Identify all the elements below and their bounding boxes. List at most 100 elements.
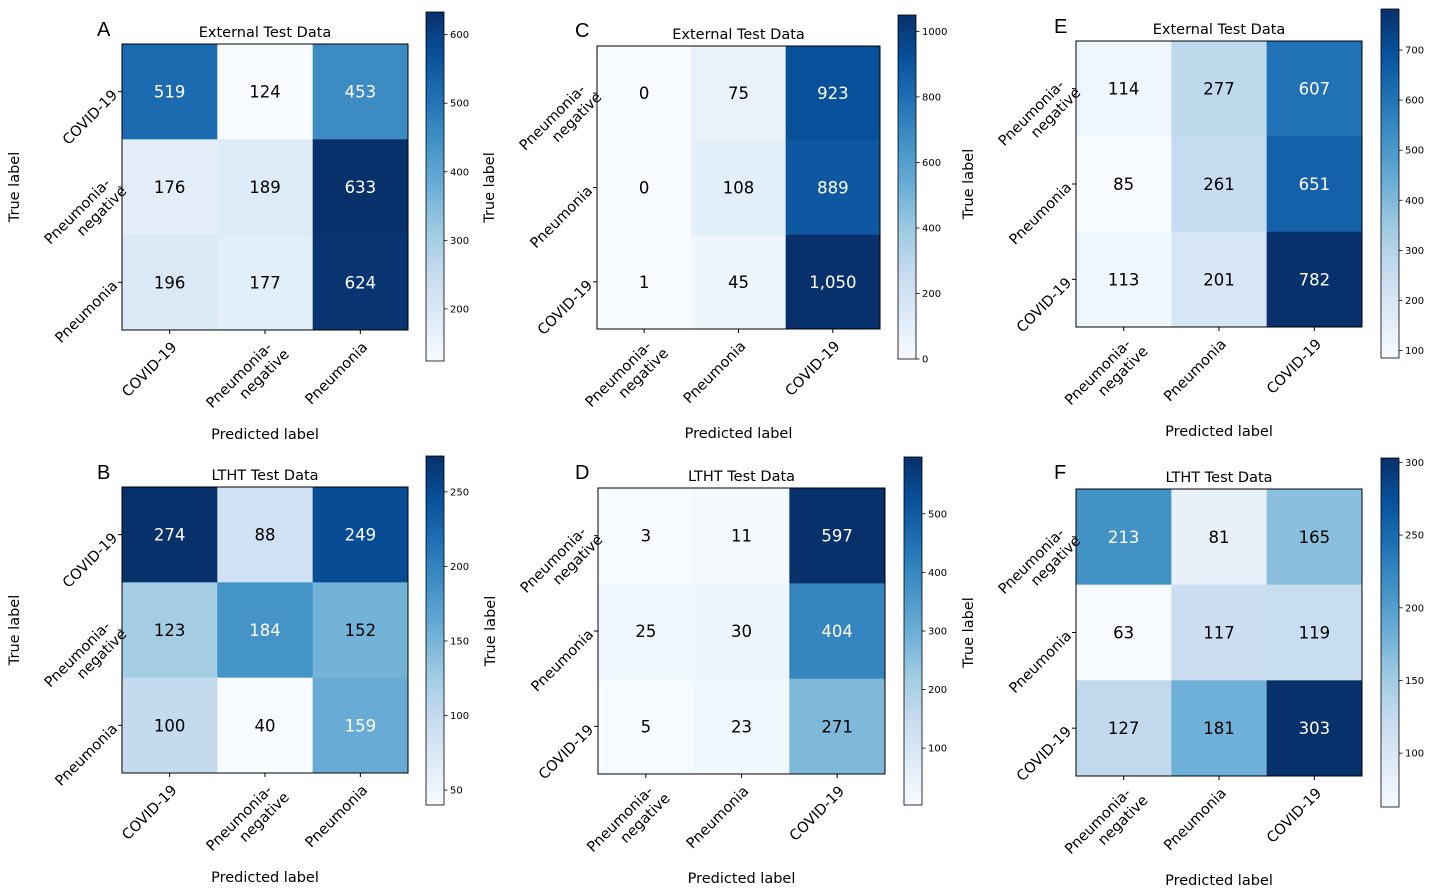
panel-b-xlabel: Predicted label [211, 870, 319, 886]
panel-b-colorbar-tick-label-200: 200 [450, 562, 469, 573]
panel-e-colorbar-tick-label-300: 300 [1405, 246, 1424, 257]
panel-a-colorbar-tick-label-500: 500 [450, 99, 469, 110]
panel-a-cell-1-1-label: 189 [249, 178, 281, 197]
panel-e-ylabel: True label [961, 149, 977, 220]
panel-b-xtick-label-pneumonia-negative: Pneumonia-negative [204, 778, 293, 867]
panel-a-cell-0-1-label: 124 [249, 83, 281, 102]
panel-a-cell-2-0-label: 196 [154, 273, 186, 292]
panel-a-cell-1-0 [122, 139, 218, 236]
panel-b-ytick-label-pneumonia-negative: Pneumonia-negative [42, 614, 131, 703]
panel-c-cell-2-2 [785, 234, 881, 330]
panel-c-cell-1-0 [597, 140, 692, 236]
panel-f-cell-1-1 [1171, 584, 1268, 681]
panel-d-cell-1-0 [598, 583, 695, 680]
panel-f-cell-0-1 [1171, 489, 1268, 586]
panel-f-ylabel: True label [961, 597, 977, 668]
panel-d-cell-2-2-label: 271 [821, 717, 853, 736]
panel-a-title: External Test Data [199, 25, 332, 41]
panel-e-cell-2-0-label: 113 [1108, 270, 1140, 289]
panel-b: B LTHT Test Data 274 88 249 123 184 152 100 40 159… [7, 455, 469, 886]
panel-a-xtick-label-covid-19: COVID-19 [119, 340, 180, 401]
panel-c-title: External Test Data [672, 27, 805, 43]
panel-e-cell-2-0 [1076, 231, 1172, 328]
panel-e-cell-0-0-label: 114 [1108, 80, 1140, 99]
panel-e-ytick-label-covid-19: COVID-19 [1014, 275, 1075, 336]
panel-d-colorbar-tick-label-200: 200 [928, 685, 947, 696]
panel-c-ytick-label-covid-19: COVID-19 [535, 278, 596, 339]
panel-d-cell-2-2 [789, 678, 886, 775]
panel-d-colorbar-tick-label-400: 400 [928, 568, 947, 579]
panel-b-cell-2-1-label: 40 [255, 716, 276, 735]
panel-f-cell-0-0-label: 213 [1108, 528, 1140, 547]
panel-d-cell-0-1 [693, 488, 790, 584]
panel-d-cell-0-1-label: 11 [731, 527, 752, 546]
panel-e-cell-1-2-label: 651 [1299, 175, 1331, 194]
panel-a: A External Test Data 519 124 453 176 189 633 196… [7, 11, 469, 443]
panel-d-ylabel: True label [483, 596, 499, 667]
panel-d-ytick-label-pneumonia: Pneumonia [529, 627, 598, 696]
panel-e-cell-2-2 [1266, 231, 1363, 328]
panel-c-cell-0-2 [785, 46, 881, 141]
panel-f-colorbar-tick-label-150: 150 [1405, 676, 1424, 687]
panel-a-letter: A [97, 19, 111, 41]
panel-b-cell-1-1-label: 184 [249, 621, 281, 640]
panel-f-cell-2-1-label: 181 [1203, 719, 1235, 738]
panel-e-cell-1-2 [1266, 136, 1363, 233]
panel-e-cell-0-1 [1171, 41, 1268, 137]
panel-e-cell-0-1-label: 277 [1203, 80, 1235, 99]
panel-c-cell-2-2-label: 1,050 [809, 273, 856, 292]
panel-c-cell-1-2 [785, 140, 881, 236]
panel-f-ytick-label-pneumonia-negative: Pneumonia-negative [996, 521, 1085, 610]
panel-a-xlabel: Predicted label [211, 427, 319, 443]
panel-e-colorbar-tick-label-200: 200 [1405, 296, 1424, 307]
panel-c-ytick-label-pneumonia: Pneumonia [528, 183, 597, 252]
panel-e: E External Test Data 114 277 607 85 261 651 113 2… [961, 8, 1424, 440]
panel-c-cell-0-1-label: 75 [728, 84, 749, 103]
panel-c-cell-1-0-label: 0 [639, 179, 650, 198]
panel-b-colorbar-tick-label-50: 50 [450, 786, 463, 797]
panel-e-colorbar-tick-label-600: 600 [1405, 96, 1424, 107]
panel-c-xtick-label-pneumonia: Pneumonia [681, 339, 750, 408]
panel-a-cell-1-2-label: 633 [345, 178, 377, 197]
panel-d-cell-0-0-label: 3 [641, 527, 652, 546]
panel-c-xtick-label-pneumonia-negative: Pneumonia-negative [583, 334, 672, 423]
panel-d-cell-1-0-label: 25 [635, 622, 656, 641]
panel-b-cell-2-0 [122, 677, 218, 774]
panel-d-colorbar [903, 456, 923, 806]
panel-b-cell-0-1 [217, 487, 314, 583]
panel-d-cell-1-2-label: 404 [821, 622, 853, 641]
panel-e-cell-0-2 [1266, 41, 1363, 137]
panel-d-cell-0-0 [598, 488, 695, 584]
panel-a-ytick-label-pneumonia-negative: Pneumonia-negative [42, 171, 131, 260]
panel-d-cell-2-0-label: 5 [641, 717, 652, 736]
panel-f-cell-0-2-label: 165 [1299, 528, 1331, 547]
panel-c-xtick-label-covid-19: COVID-19 [783, 339, 844, 400]
panel-a-cell-2-0 [122, 234, 218, 331]
panel-d-cell-2-1-label: 23 [731, 717, 752, 736]
panel-c-cell-0-0 [597, 46, 692, 141]
panel-b-letter: B [97, 462, 110, 484]
panel-b-ytick-label-covid-19: COVID-19 [60, 530, 121, 591]
panel-f-cell-1-2 [1266, 584, 1363, 681]
panel-e-cell-2-1-label: 201 [1203, 270, 1235, 289]
panel-e-colorbar-tick-label-400: 400 [1405, 196, 1424, 207]
panel-c-cell-0-2-label: 923 [817, 84, 849, 103]
panel-a-cell-0-0 [122, 44, 218, 140]
panel-e-xtick-label-pneumonia: Pneumonia [1161, 337, 1230, 406]
panel-c-cell-0-1 [691, 46, 787, 141]
panel-a-colorbar [425, 11, 445, 362]
panel-f-cell-2-0 [1076, 680, 1172, 777]
panel-c-cell-2-1-label: 45 [728, 273, 749, 292]
panel-d-colorbar-tick-label-300: 300 [928, 627, 947, 638]
panel-f-xtick-label-covid-19: COVID-19 [1264, 786, 1325, 847]
panel-c-cell-2-1 [691, 234, 787, 330]
panel-d-xtick-label-covid-19: COVID-19 [787, 784, 848, 845]
panel-a-colorbar-tick-label-300: 300 [450, 236, 469, 247]
panel-d-cell-0-2-label: 597 [821, 527, 853, 546]
panel-a-cell-2-2 [312, 234, 409, 331]
panel-a-cell-0-0-label: 519 [154, 83, 186, 102]
panel-d-cell-1-1 [693, 583, 790, 680]
panel-a-ylabel: True label [7, 152, 23, 223]
panel-d-colorbar-tick-label-100: 100 [928, 744, 947, 755]
panel-d-cell-1-2 [789, 583, 886, 680]
